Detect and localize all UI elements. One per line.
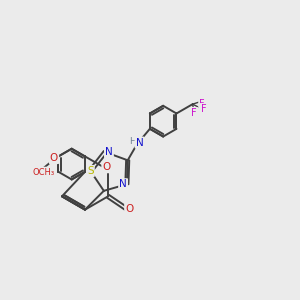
Text: S: S — [87, 166, 94, 176]
Text: F: F — [201, 104, 206, 114]
Text: O: O — [125, 204, 134, 214]
Text: N: N — [136, 138, 143, 148]
Text: O: O — [50, 153, 58, 163]
Text: H: H — [129, 136, 136, 146]
Text: F: F — [199, 99, 205, 109]
Text: N: N — [119, 179, 127, 189]
Text: O: O — [102, 162, 111, 172]
Text: F: F — [191, 108, 197, 118]
Text: N: N — [105, 147, 113, 157]
Text: OCH₃: OCH₃ — [32, 168, 54, 177]
